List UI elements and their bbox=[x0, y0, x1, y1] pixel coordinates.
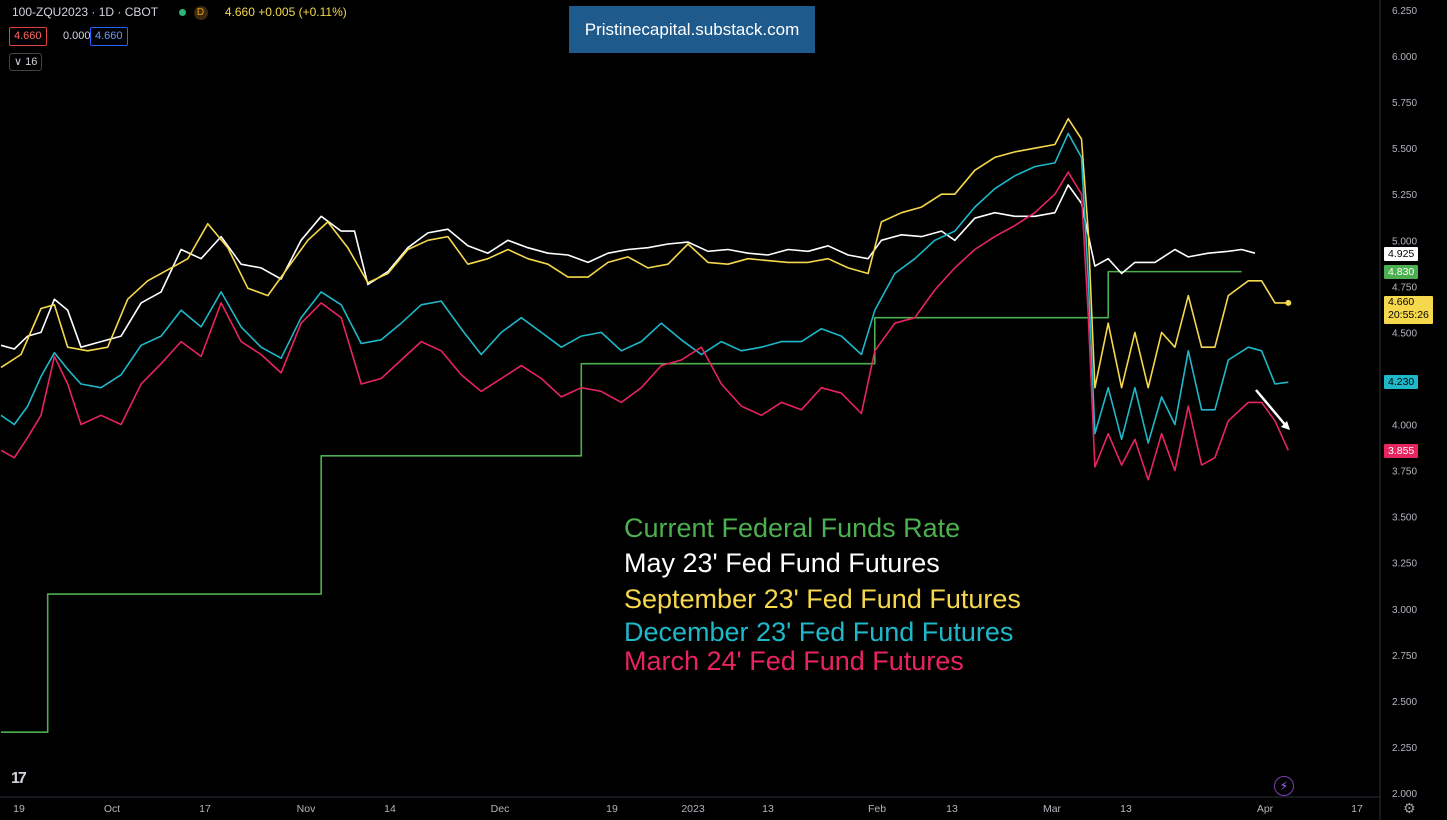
price-tag: 4.925 bbox=[1384, 247, 1419, 262]
x-tick-label: Oct bbox=[104, 803, 120, 815]
y-tick-label: 5.250 bbox=[1392, 190, 1417, 201]
price-tag: 4.830 bbox=[1384, 264, 1419, 279]
y-tick-label: 3.750 bbox=[1392, 467, 1417, 478]
legend-sep23: September 23' Fed Fund Futures bbox=[624, 584, 1021, 614]
lightning-icon[interactable]: ⚡ bbox=[1274, 776, 1294, 796]
y-tick-label: 2.000 bbox=[1392, 789, 1417, 800]
y-tick-label: 4.000 bbox=[1392, 421, 1417, 432]
tradingview-logo-icon[interactable]: 17 bbox=[11, 770, 27, 787]
symbol-line[interactable]: 100-ZQU2023 · 1D · CBOT bbox=[12, 5, 158, 19]
y-tick-label: 2.250 bbox=[1392, 743, 1417, 754]
y-tick-label: 6.250 bbox=[1392, 6, 1417, 17]
series-layer bbox=[0, 117, 1292, 734]
price-tag-countdown: 20:55:26 bbox=[1388, 308, 1429, 321]
trend-arrow-shaft bbox=[1255, 389, 1288, 428]
price-tag: 4.230 bbox=[1384, 375, 1419, 390]
x-tick-label: 17 bbox=[1351, 803, 1363, 815]
price-tag: 3.855 bbox=[1384, 444, 1419, 459]
last-price-dot bbox=[1285, 299, 1292, 306]
price-tag: 4.660 20:55:26 bbox=[1384, 295, 1433, 324]
legend-may23: May 23' Fed Fund Futures bbox=[624, 548, 940, 578]
y-tick-label: 3.250 bbox=[1392, 559, 1417, 570]
delayed-badge[interactable]: D bbox=[193, 5, 208, 20]
spread-value: 0.000 bbox=[63, 30, 91, 42]
trend-arrow-head bbox=[1281, 421, 1290, 430]
y-tick-label: 2.750 bbox=[1392, 651, 1417, 662]
market-status-icon bbox=[179, 9, 187, 17]
y-tick-label: 5.500 bbox=[1392, 144, 1417, 155]
series-line bbox=[0, 171, 1290, 481]
series-line bbox=[0, 132, 1289, 444]
y-tick-label: 5.000 bbox=[1392, 236, 1417, 247]
series-line bbox=[0, 184, 1256, 350]
watermark-banner: Pristinecapital.substack.com bbox=[569, 6, 815, 53]
legend-mar24: March 24' Fed Fund Futures bbox=[624, 646, 964, 676]
y-tick-label: 4.750 bbox=[1392, 282, 1417, 293]
y-tick-label: 3.000 bbox=[1392, 605, 1417, 616]
x-tick-label: Dec bbox=[491, 803, 510, 815]
y-tick-label: 2.500 bbox=[1392, 697, 1417, 708]
x-tick-label: Apr bbox=[1257, 803, 1274, 815]
x-tick-label: 13 bbox=[1120, 803, 1132, 815]
sell-price-box[interactable]: 4.660 bbox=[9, 27, 47, 46]
y-tick-label: 6.000 bbox=[1392, 52, 1417, 63]
indicators-toggle[interactable]: ∨ 16 bbox=[9, 53, 43, 71]
x-tick-label: 17 bbox=[199, 803, 211, 815]
x-tick-label: 19 bbox=[13, 803, 25, 815]
x-tick-label: 2023 bbox=[681, 803, 705, 815]
y-tick-label: 5.750 bbox=[1392, 98, 1417, 109]
gear-icon[interactable]: ⚙ bbox=[1403, 800, 1416, 816]
x-tick-label: Feb bbox=[868, 803, 886, 815]
x-tick-label: 13 bbox=[762, 803, 774, 815]
legend-dec23: December 23' Fed Fund Futures bbox=[624, 617, 1014, 647]
price-tag-value: 4.660 bbox=[1388, 295, 1415, 308]
series-line bbox=[0, 117, 1289, 389]
x-tick-label: Nov bbox=[297, 803, 316, 815]
x-tick-label: 13 bbox=[946, 803, 958, 815]
y-tick-label: 4.500 bbox=[1392, 328, 1417, 339]
x-tick-label: 14 bbox=[384, 803, 396, 815]
series-line bbox=[1, 270, 1242, 734]
last-price: 4.660 +0.005 (+0.11%) bbox=[224, 5, 347, 19]
symbol-header[interactable]: 100-ZQU2023 · 1D · CBOT D 4.660 +0.005 (… bbox=[12, 5, 347, 20]
y-tick-label: 3.500 bbox=[1392, 513, 1417, 524]
legend-fed-funds-rate: Current Federal Funds Rate bbox=[624, 513, 961, 543]
x-tick-label: Mar bbox=[1043, 803, 1062, 815]
x-axis: 19 Oct 17 Nov 14 Dec 19 2023 13 Feb 13 Mar 13 Apr 17 bbox=[0, 796, 1380, 815]
buy-price-box[interactable]: 4.660 bbox=[90, 27, 128, 46]
y-axis: 6.250 6.000 5.750 5.500 5.250 5.000 4.750 4.500… bbox=[1379, 0, 1417, 820]
x-tick-label: 19 bbox=[606, 803, 618, 815]
